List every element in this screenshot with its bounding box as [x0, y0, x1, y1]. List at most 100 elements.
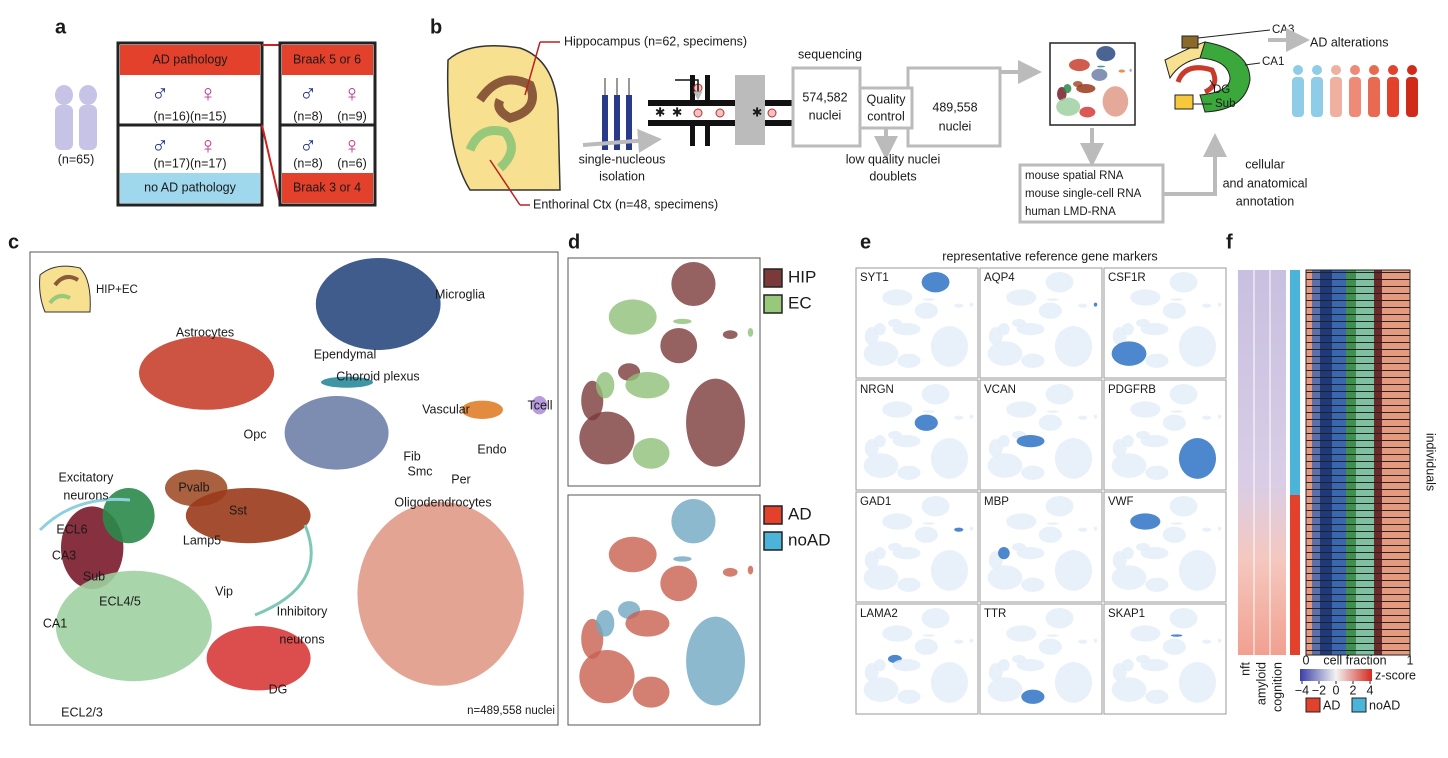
gene-label: PDGFRB — [1108, 384, 1156, 396]
cluster-blob — [1122, 323, 1134, 336]
cluster-blob — [1169, 608, 1198, 629]
female-symbol: ♀ — [343, 132, 361, 159]
decoration — [1244, 62, 1261, 66]
excitatory-arc — [38, 497, 131, 532]
cluster-blob — [1046, 410, 1059, 413]
reference-box — [1018, 163, 1165, 224]
cluster-blob — [1038, 526, 1062, 543]
decoration — [690, 126, 695, 146]
decoration — [675, 79, 703, 101]
cluster-blob — [722, 567, 738, 577]
cluster-blob — [1054, 550, 1093, 591]
cluster-blob — [1111, 453, 1147, 478]
cluster-blob — [1140, 435, 1169, 448]
cluster-blob — [1045, 608, 1074, 629]
cluster-blob — [315, 258, 441, 350]
decoration: ✱ — [655, 105, 665, 119]
cluster-blob — [1046, 298, 1059, 301]
cluster-blob — [1111, 677, 1147, 702]
cluster-blob — [930, 550, 969, 591]
cluster-label: Opc — [244, 427, 267, 441]
cluster-blob — [1217, 526, 1222, 531]
person-icon — [1330, 77, 1342, 117]
decoration — [693, 108, 703, 118]
status-bar — [1290, 495, 1300, 655]
cluster-blob — [1202, 415, 1212, 420]
cluster-label: CA3 — [52, 548, 76, 562]
tick-label: −2 — [1312, 683, 1326, 697]
region-label: DG — [1213, 84, 1230, 96]
cluster-blob — [660, 328, 698, 364]
legend-label: noAD — [1369, 698, 1400, 712]
cluster-blob — [357, 501, 524, 686]
decoration: ✱ — [752, 105, 762, 119]
cluster-blob — [969, 638, 974, 643]
cluster-blob — [1170, 410, 1183, 413]
cluster-blob — [987, 341, 1023, 366]
cluster-blob — [954, 303, 964, 308]
decoration — [735, 75, 765, 145]
cluster-blob — [914, 526, 938, 543]
cluster-blob — [1111, 565, 1147, 590]
cluster-blob — [1202, 527, 1212, 532]
cluster-blob — [1122, 435, 1134, 448]
cluster-blob — [998, 435, 1010, 448]
cluster-blob — [632, 676, 670, 708]
umap-disease — [579, 499, 754, 708]
decoration — [1197, 29, 1271, 39]
cluster-label: Sub — [83, 569, 105, 583]
count-label: 574,582 — [802, 90, 847, 104]
cluster-blob — [969, 526, 974, 531]
cluster-blob — [1145, 689, 1169, 704]
cluster-blob — [1169, 384, 1198, 405]
person-icon — [1407, 65, 1417, 75]
cluster-blob — [686, 616, 745, 706]
cluster-blob — [1078, 639, 1088, 644]
panel-label: b — [430, 16, 442, 38]
cluster-blob — [874, 547, 886, 560]
cluster-blob — [922, 298, 935, 301]
outcome-label: AD alterations — [1310, 35, 1389, 49]
cluster-blob — [1076, 84, 1096, 94]
decoration — [626, 95, 632, 150]
cluster-blob — [1178, 438, 1217, 479]
ec-icon — [48, 293, 71, 305]
braak-label: Braak 5 or 6 — [293, 52, 361, 66]
reference-label: human LMD-RNA — [1025, 206, 1116, 218]
cluster-blob — [671, 499, 716, 544]
decoration — [648, 100, 793, 106]
region-label: CA3 — [1272, 24, 1294, 36]
cluster-blob — [1217, 638, 1222, 643]
decoration — [602, 95, 608, 150]
cluster-blob — [1178, 662, 1217, 703]
panel-frame — [567, 257, 761, 487]
gene-label: MBP — [984, 496, 1009, 508]
umap-clusters — [55, 258, 548, 691]
count-label: (n=16)(n=15) — [154, 109, 227, 123]
gene-label: SKAP1 — [1108, 608, 1145, 620]
person-icon — [55, 85, 73, 105]
female-symbol: ♀ — [199, 132, 217, 159]
cluster-blob — [882, 289, 913, 306]
decoration — [648, 120, 793, 126]
legend-label: noAD — [788, 530, 831, 549]
count-label: 489,558 — [932, 100, 977, 114]
cluster-blob — [531, 396, 548, 415]
gene-label: GAD1 — [860, 496, 891, 508]
nuclei-count: n=489,558 nuclei — [467, 705, 555, 717]
cluster-label: CA1 — [43, 616, 67, 630]
cluster-label: DG — [269, 682, 288, 696]
decoration — [1174, 94, 1194, 110]
tick-label: 2 — [1350, 683, 1357, 697]
cluster-blob — [1122, 547, 1134, 560]
cluster-label: Oligodendrocytes — [394, 495, 491, 509]
decoration — [715, 108, 725, 118]
cluster-blob — [874, 323, 886, 336]
cluster-blob — [1078, 527, 1088, 532]
braak-label: Braak 3 or 4 — [293, 180, 361, 194]
cluster-blob — [1091, 68, 1108, 81]
cluster-blob — [579, 649, 635, 704]
cluster-blob — [892, 435, 921, 448]
cluster-blob — [1093, 526, 1098, 531]
